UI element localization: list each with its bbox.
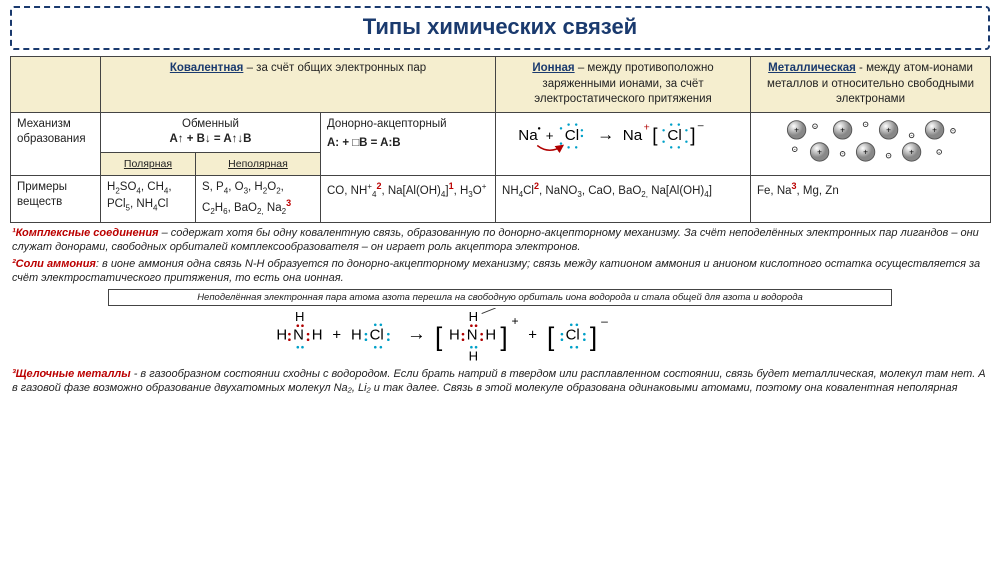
svg-text:H: H bbox=[276, 327, 287, 344]
ex-polar: H2SO4, CH4, PCl5, NH4Cl bbox=[101, 175, 196, 222]
col-metallic-header: Металлическая - между атом-ионами металл… bbox=[751, 57, 991, 113]
svg-text:+: + bbox=[644, 122, 650, 133]
cell-metallic-diagram: + + + + + + + - - - - - - bbox=[751, 112, 991, 175]
metallic-name: Металлическая bbox=[768, 62, 856, 74]
col-covalent-header: Ковалентная – за счёт общих электронных … bbox=[101, 57, 496, 113]
svg-text:+: + bbox=[817, 147, 822, 156]
svg-text:Cl: Cl bbox=[565, 126, 579, 143]
row-mechanism-label: Механизм образования bbox=[11, 112, 101, 175]
col-ionic-header: Ионная – между противоположно заряженным… bbox=[496, 57, 751, 113]
svg-text:–: – bbox=[698, 120, 704, 131]
ammonium-reaction-svg: H N H H + H Cl → [ H N H H bbox=[239, 308, 762, 364]
svg-text:H: H bbox=[295, 309, 304, 324]
exchange-label: Обменный bbox=[107, 117, 314, 133]
svg-text:+: + bbox=[840, 125, 845, 134]
cell-donor: Донорно-акцепторный A: + □B = A:B bbox=[321, 112, 496, 175]
svg-text:[: [ bbox=[547, 321, 555, 351]
donor-formula: A: + □B = A:B bbox=[327, 136, 489, 152]
footnote-2-box: Неподелённая электронная пара атома азот… bbox=[108, 289, 892, 306]
svg-text:Cl: Cl bbox=[668, 126, 682, 143]
svg-text:+: + bbox=[546, 127, 554, 142]
donor-label: Донорно-акцепторный bbox=[327, 117, 489, 133]
covalent-desc: – за счёт общих электронных пар bbox=[247, 62, 427, 74]
ex-ionic: NH4Cl2, NaNO3, CaO, BaO2, Na[Al(OH)4] bbox=[496, 175, 751, 222]
svg-text:-: - bbox=[842, 150, 844, 157]
svg-text:+: + bbox=[932, 125, 937, 134]
svg-text:H: H bbox=[449, 327, 460, 344]
svg-text:+: + bbox=[511, 314, 518, 328]
svg-text:+: + bbox=[886, 125, 891, 134]
svg-text:Cl: Cl bbox=[369, 327, 383, 344]
svg-text:+: + bbox=[528, 327, 537, 344]
ex-metallic: Fe, Na3, Mg, Zn bbox=[751, 175, 991, 222]
title-banner: Типы химических связей bbox=[10, 6, 990, 50]
svg-text:H: H bbox=[468, 348, 477, 363]
metallic-lattice-svg: + + + + + + + - - - - - - bbox=[769, 117, 971, 163]
cell-exchange: Обменный A↑ + B↓ = A↑↓B bbox=[101, 112, 321, 152]
row-examples-label: Примеры веществ bbox=[11, 175, 101, 222]
covalent-name: Ковалентная bbox=[170, 62, 244, 74]
footnote-1: ¹Комплексные соединения – содержат хотя … bbox=[12, 227, 988, 255]
svg-text:→: → bbox=[407, 323, 426, 344]
bond-types-table: Ковалентная – за счёт общих электронных … bbox=[10, 56, 991, 223]
svg-text:Cl: Cl bbox=[565, 327, 579, 344]
svg-text:Na: Na bbox=[519, 126, 539, 143]
svg-text:-: - bbox=[911, 132, 913, 139]
svg-text:N: N bbox=[293, 327, 304, 344]
ionic-name: Ионная bbox=[532, 62, 574, 74]
svg-text:+: + bbox=[332, 327, 341, 344]
corner-cell bbox=[11, 57, 101, 113]
footnote-2: ²Соли аммония: в ионе аммония одна связь… bbox=[12, 258, 988, 286]
exchange-formula: A↑ + B↓ = A↑↓B bbox=[107, 132, 314, 148]
svg-text:-: - bbox=[938, 148, 940, 155]
svg-text:H: H bbox=[351, 327, 362, 344]
svg-text:-: - bbox=[814, 123, 816, 130]
svg-text:H: H bbox=[311, 327, 322, 344]
svg-text:-: - bbox=[794, 146, 796, 153]
svg-text:]: ] bbox=[500, 321, 507, 351]
svg-text:→: → bbox=[597, 124, 614, 143]
polar-label: Полярная bbox=[101, 152, 196, 175]
svg-text:+: + bbox=[863, 147, 868, 156]
svg-text:]: ] bbox=[690, 125, 695, 146]
svg-text:-: - bbox=[865, 121, 867, 128]
nonpolar-label: Неполярная bbox=[196, 152, 321, 175]
page-title: Типы химических связей bbox=[12, 14, 988, 40]
svg-text:–: – bbox=[601, 314, 608, 328]
ex-donor: CO, NH+42, Na[Al(OH)4]1, H3O+ bbox=[321, 175, 496, 222]
svg-text:-: - bbox=[952, 127, 954, 134]
svg-text:]: ] bbox=[590, 321, 597, 351]
svg-text:-: - bbox=[888, 152, 890, 159]
svg-text:+: + bbox=[909, 147, 914, 156]
svg-text:N: N bbox=[466, 327, 477, 344]
svg-text:Na: Na bbox=[623, 126, 643, 143]
footnote-3: ³Щелочные металлы - в газообразном состо… bbox=[12, 368, 988, 396]
svg-text:H: H bbox=[485, 327, 496, 344]
svg-text:H: H bbox=[468, 309, 477, 324]
svg-text:[: [ bbox=[435, 321, 443, 351]
ex-nonpolar: S, P4, O3, H2O2, C2H6, BaO2, Na23 bbox=[196, 175, 321, 222]
svg-text:[: [ bbox=[652, 125, 658, 146]
svg-text:+: + bbox=[794, 125, 799, 134]
ionic-reaction-svg: Na + Cl → Na + [ Cl bbox=[504, 117, 742, 155]
cell-ionic-diagram: Na + Cl → Na + [ Cl bbox=[496, 112, 751, 175]
